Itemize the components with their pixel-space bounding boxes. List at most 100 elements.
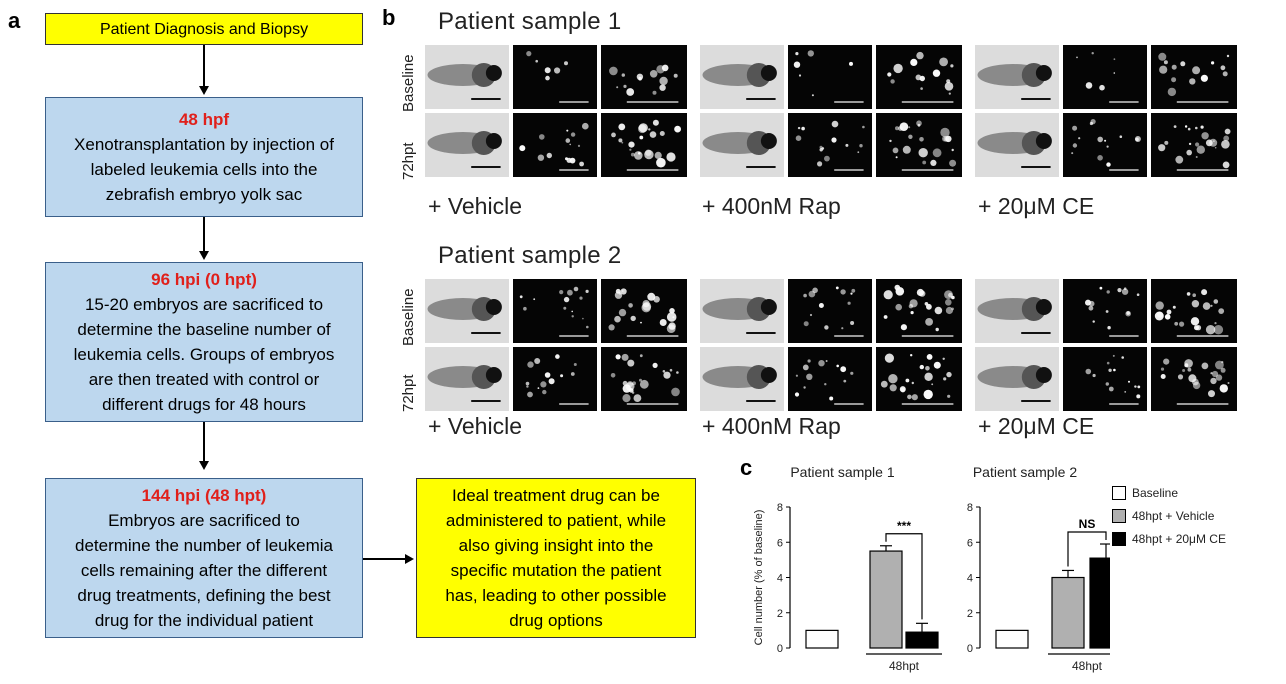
fluorescent-cells [513, 45, 597, 109]
embryo-silhouette [700, 279, 784, 343]
y-axis-label: Cell number (% of baseline) [753, 510, 765, 646]
fluorescent-cells [876, 113, 962, 177]
flow-box-4-line: Embryos are sacrificed to [108, 511, 300, 530]
flow-box-final: 144 hpi (48 hpt) Embryos are sacrificed … [45, 478, 363, 638]
fluorescent-cells [788, 113, 872, 177]
arrow-3-head [199, 461, 209, 470]
significance-marker: *** [897, 519, 911, 533]
y-tick-label: 4 [967, 573, 973, 585]
y-tick-label: 2 [777, 608, 783, 620]
fluorescent-cells [1063, 113, 1147, 177]
flow-box-5-line: also giving insight into the [458, 536, 654, 555]
fluorescent-cells [788, 347, 872, 411]
fluorescence-image [513, 279, 597, 343]
fluorescence-image [1151, 279, 1237, 343]
y-tick-label: 4 [777, 573, 783, 585]
embryo-silhouette [425, 347, 509, 411]
flow-box-4-line: drug treatments, defining the best [77, 586, 331, 605]
flow-box-5-line: has, leading to other possible [445, 586, 667, 605]
fluorescence-image [1151, 347, 1237, 411]
flow-box-2-line: zebrafish embryo yolk sac [105, 185, 303, 204]
embryo-silhouette [425, 113, 509, 177]
fluorescence-image [876, 279, 962, 343]
fluorescence-image [601, 347, 687, 411]
fluorescence-image [601, 279, 687, 343]
arrow-4-line [363, 558, 407, 560]
legend-label-vehicle: 48hpt + Vehicle [1132, 509, 1215, 523]
sample-1-title: Patient sample 1 [438, 8, 622, 35]
fluorescent-cells [876, 279, 962, 343]
fluorescence-image [788, 347, 872, 411]
brightfield-embryo-image [700, 45, 784, 109]
fluorescence-image [513, 45, 597, 109]
fluorescent-cells [876, 347, 962, 411]
treatment-label-rap-1: + 400nM Rap [702, 193, 841, 219]
embryo-silhouette [700, 347, 784, 411]
flow-box-4-line: determine the number of leukemia [75, 536, 333, 555]
fluorescent-cells [1151, 45, 1237, 109]
y-tick-label: 8 [777, 502, 783, 514]
significance-bracket [885, 533, 923, 620]
bar-ce [905, 631, 939, 649]
embryo-silhouette [425, 279, 509, 343]
bar-vehicle [869, 550, 903, 649]
legend-swatch-ce [1112, 532, 1126, 546]
panel-letter-c: c [740, 455, 753, 480]
bar-baseline [805, 629, 839, 649]
row-label-baseline-2: Baseline [400, 288, 417, 346]
bar-ce [1089, 557, 1110, 649]
y-tick-label: 2 [967, 608, 973, 620]
flow-box-diagnosis-text: Patient Diagnosis and Biopsy [99, 20, 309, 38]
fluorescence-image [876, 347, 962, 411]
embryo-silhouette [975, 347, 1059, 411]
flow-box-3-line: determine the baseline number of [77, 320, 331, 339]
bar-vehicle [1051, 576, 1085, 649]
arrow-4-head [405, 554, 414, 564]
fluorescence-image [1063, 113, 1147, 177]
arrow-1-head [199, 86, 209, 95]
brightfield-embryo-image [975, 45, 1059, 109]
flow-box-4-heading: 144 hpi (48 hpt) [141, 486, 267, 505]
treatment-label-ce-1: + 20μM CE [978, 193, 1095, 219]
legend-swatch-vehicle [1112, 509, 1126, 523]
treatment-label-rap-2: + 400nM Rap [702, 413, 841, 439]
fluorescent-cells [601, 113, 687, 177]
flow-box-4-line: drug for the individual patient [94, 611, 314, 630]
row-label-72hpt-2: 72hpt [400, 374, 417, 412]
fluorescence-image [601, 45, 687, 109]
brightfield-embryo-image [975, 113, 1059, 177]
fluorescent-cells [601, 279, 687, 343]
fluorescent-cells [788, 279, 872, 343]
row-label-baseline-1: Baseline [400, 54, 417, 112]
fluorescence-image [788, 45, 872, 109]
significance-bracket [1067, 531, 1107, 567]
flow-box-5-line: drug options [509, 611, 603, 630]
y-tick-label: 0 [967, 643, 973, 655]
embryo-silhouette [975, 113, 1059, 177]
arrow-3-line [203, 422, 205, 462]
fluorescence-image [788, 279, 872, 343]
brightfield-embryo-image [425, 45, 509, 109]
brightfield-embryo-image [700, 347, 784, 411]
fluorescence-image [601, 113, 687, 177]
legend-swatch-baseline [1112, 486, 1126, 500]
fluorescence-image [513, 347, 597, 411]
arrow-2-line [203, 217, 205, 252]
arrow-1-line [203, 45, 205, 87]
fluorescence-image [1063, 347, 1147, 411]
legend-label-baseline: Baseline [1132, 486, 1179, 500]
embryo-silhouette [425, 45, 509, 109]
fluorescent-cells [1063, 279, 1147, 343]
brightfield-embryo-image [425, 279, 509, 343]
flow-box-2-line: Xenotransplantation by injection of [74, 135, 334, 154]
fluorescence-image [876, 113, 962, 177]
embryo-silhouette [975, 45, 1059, 109]
fluorescence-image [876, 45, 962, 109]
flow-box-baseline: 96 hpi (0 hpt) 15-20 embryos are sacrifi… [45, 262, 363, 422]
fluorescent-cells [601, 347, 687, 411]
embryo-silhouette [700, 113, 784, 177]
flow-box-4-line: cells remaining after the different [80, 561, 328, 580]
chart-title: Patient sample 2 [973, 464, 1077, 480]
panel-letter-a: a [8, 8, 21, 33]
arrow-2-head [199, 251, 209, 260]
